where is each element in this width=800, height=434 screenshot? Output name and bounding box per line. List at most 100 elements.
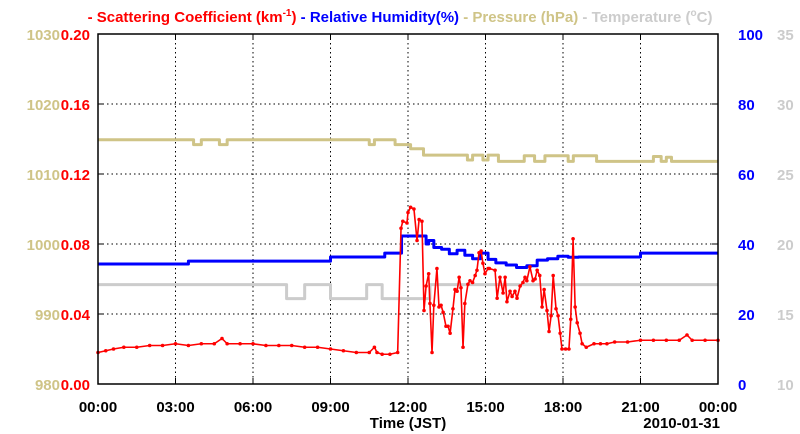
x-tick-label: 18:00 bbox=[544, 399, 582, 416]
scattering-coefficient-point bbox=[638, 338, 643, 343]
scattering-coefficient-point bbox=[677, 338, 682, 343]
x-tick-label: 00:00 bbox=[699, 399, 737, 416]
relative-humidity-line bbox=[98, 234, 718, 269]
scattering-tick-label: 0.20 bbox=[61, 27, 90, 44]
pressure-line bbox=[98, 138, 718, 163]
grid bbox=[98, 34, 718, 384]
scattering-coefficient-point bbox=[406, 210, 410, 215]
scattering-coefficient-point bbox=[463, 301, 467, 306]
scattering-coefficient-point bbox=[493, 268, 497, 273]
legend-item: - Pressure (hPa) bbox=[459, 9, 578, 26]
scattering-coefficient-point bbox=[199, 341, 204, 346]
scattering-tick-label: 0.04 bbox=[61, 307, 91, 324]
pressure-tick-label: 1000 bbox=[27, 237, 60, 254]
scattering-coefficient-point bbox=[573, 305, 577, 309]
scattering-coefficient-point bbox=[528, 264, 532, 269]
scattering-coefficient-point bbox=[395, 350, 400, 355]
x-tick-label: 03:00 bbox=[156, 399, 194, 416]
scattering-coefficient-point bbox=[328, 347, 333, 351]
scattering-coefficient-point bbox=[446, 324, 450, 329]
scattering-coefficient-point bbox=[147, 343, 152, 348]
scattering-coefficient-point bbox=[547, 329, 551, 334]
scattering-coefficient-point bbox=[556, 313, 560, 318]
scattering-coefficient-point bbox=[479, 249, 483, 253]
scattering-coefficient-point bbox=[554, 306, 558, 311]
scattering-coefficient-point bbox=[470, 280, 475, 285]
scattering-coefficient-point bbox=[651, 338, 656, 343]
scattering-coefficient-point bbox=[122, 345, 126, 350]
scattering-coefficient-point bbox=[160, 343, 165, 348]
scattering-coefficient-point bbox=[408, 205, 413, 210]
scattering-coefficient-point bbox=[568, 317, 573, 322]
scattering-coefficient-point bbox=[487, 266, 492, 271]
scattering-coefficient-point bbox=[685, 333, 689, 337]
scattering-coefficient-point bbox=[430, 350, 434, 355]
scattering-coefficient-point bbox=[567, 347, 571, 351]
scattering-coefficient-point bbox=[354, 350, 359, 355]
scattering-coefficient-point bbox=[424, 284, 428, 288]
scattering-coefficient-point bbox=[388, 352, 392, 357]
scattering-tick-label: 0.00 bbox=[61, 377, 90, 394]
scattering-coefficient-point bbox=[455, 289, 459, 294]
scattering-coefficient-point bbox=[372, 345, 377, 350]
scattering-coefficient-point bbox=[703, 338, 707, 343]
scattering-coefficient-point bbox=[186, 343, 191, 348]
scattering-coefficient-point bbox=[584, 345, 589, 350]
scattering-coefficient-point bbox=[605, 341, 609, 346]
humidity-tick-label: 20 bbox=[738, 307, 755, 324]
scattering-coefficient-point bbox=[401, 219, 405, 224]
humidity-tick-label: 100 bbox=[738, 27, 763, 44]
scattering-coefficient-point bbox=[134, 345, 139, 350]
scattering-coefficient-point bbox=[412, 207, 416, 211]
scattering-coefficient-point bbox=[510, 294, 514, 299]
scattering-coefficient-point bbox=[560, 347, 564, 351]
humidity-tick-label: 80 bbox=[738, 97, 755, 114]
scattering-coefficient-point bbox=[475, 268, 479, 273]
temperature-tick-label: 25 bbox=[777, 167, 794, 184]
scattering-coefficient-point bbox=[457, 275, 461, 280]
scattering-coefficient-point bbox=[448, 331, 452, 336]
scattering-coefficient-point bbox=[225, 341, 229, 346]
scattering-coefficient-point bbox=[461, 345, 465, 350]
temperature-tick-label: 30 bbox=[777, 97, 794, 114]
scattering-coefficient-point bbox=[518, 284, 522, 288]
scattering-coefficient-point bbox=[540, 305, 544, 309]
pressure-tick-label: 1010 bbox=[27, 167, 60, 184]
scattering-coefficient-point bbox=[503, 275, 507, 280]
scattering-coefficient-point bbox=[525, 278, 529, 283]
scattering-coefficient-point bbox=[473, 273, 477, 278]
scattering-coefficient-point bbox=[468, 278, 472, 283]
temperature-tick-label: 10 bbox=[777, 377, 794, 394]
scattering-coefficient-point bbox=[542, 287, 546, 292]
scattering-coefficient-point bbox=[264, 343, 268, 348]
date-label: 2010-01-31 bbox=[643, 415, 720, 432]
x-tick-label: 06:00 bbox=[234, 399, 272, 416]
scattering-coefficient-point bbox=[277, 343, 281, 348]
scattering-coefficient-point bbox=[441, 310, 445, 315]
pressure-tick-label: 1020 bbox=[27, 97, 60, 114]
scattering-coefficient-point bbox=[495, 296, 499, 301]
humidity-tick-label: 60 bbox=[738, 167, 755, 184]
scattering-coefficient-point bbox=[432, 303, 436, 308]
scattering-coefficient-point bbox=[533, 277, 537, 281]
scattering-coefficient-point bbox=[612, 340, 617, 344]
humidity-tick-label: 0 bbox=[738, 377, 746, 394]
legend-text: - Scattering Coefficient (km-1) - Relati… bbox=[88, 8, 713, 26]
scattering-coefficient-point bbox=[405, 221, 409, 225]
scattering-tick-label: 0.08 bbox=[61, 237, 90, 254]
scattering-coefficient-point bbox=[220, 336, 224, 341]
scattering-coefficient-point bbox=[501, 291, 505, 295]
x-axis-label: Time (JST) bbox=[370, 415, 446, 432]
x-tick-label: 12:00 bbox=[389, 399, 427, 416]
scattering-coefficient-point bbox=[341, 348, 346, 353]
scattering-coefficient-point bbox=[571, 236, 575, 241]
scattering-coefficient-point bbox=[580, 341, 584, 346]
scattering-coefficient-point bbox=[428, 301, 432, 306]
scattering-coefficient-point bbox=[417, 217, 421, 222]
scattering-coefficient-point bbox=[575, 320, 580, 325]
scattering-coefficient-point bbox=[302, 345, 307, 350]
scattering-coefficient-point bbox=[690, 338, 694, 343]
scattering-coefficient-point bbox=[549, 313, 553, 318]
series-layer bbox=[96, 138, 720, 357]
